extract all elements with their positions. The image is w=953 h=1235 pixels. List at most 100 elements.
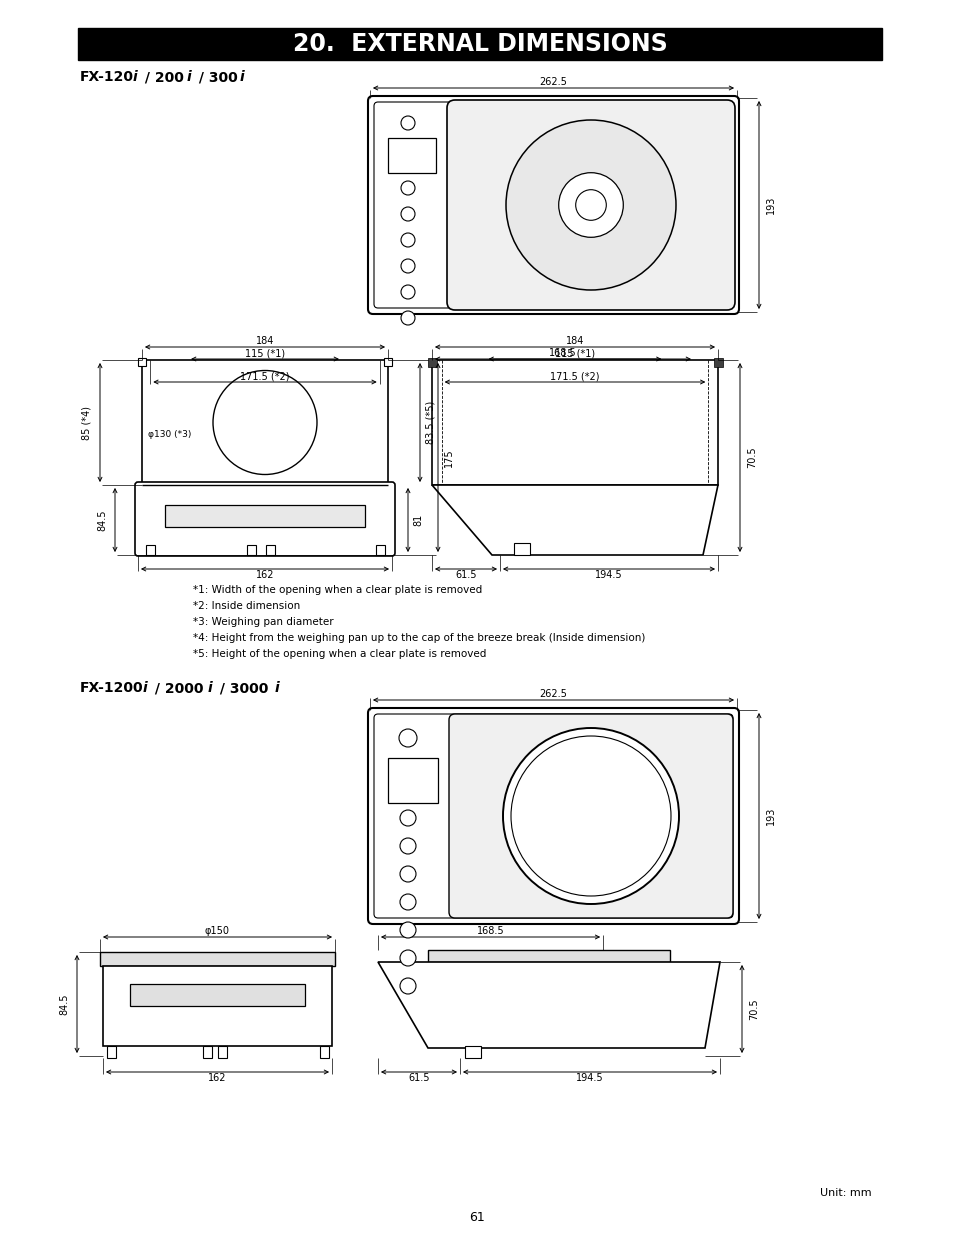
Text: 171.5 (*2): 171.5 (*2)	[550, 370, 599, 382]
Text: 162: 162	[255, 571, 274, 580]
Circle shape	[400, 233, 415, 247]
Bar	[103, 966, 332, 1046]
Circle shape	[511, 736, 670, 897]
FancyBboxPatch shape	[447, 100, 734, 310]
Text: *3: Weighing pan diameter: *3: Weighing pan diameter	[193, 618, 334, 627]
Circle shape	[400, 259, 415, 273]
Bar	[375, 545, 385, 555]
Text: φ150: φ150	[205, 926, 230, 936]
Circle shape	[399, 978, 416, 994]
Text: 70.5: 70.5	[746, 447, 757, 468]
Text: 193: 193	[765, 196, 775, 214]
Circle shape	[502, 727, 679, 904]
Circle shape	[575, 190, 606, 220]
FancyBboxPatch shape	[374, 714, 732, 918]
Text: 194.5: 194.5	[576, 1073, 603, 1083]
Bar	[107, 1046, 116, 1058]
Bar	[138, 358, 146, 366]
Bar	[319, 1046, 329, 1058]
Circle shape	[399, 866, 416, 882]
Text: i: i	[132, 70, 137, 84]
Circle shape	[399, 923, 416, 939]
Text: 84.5: 84.5	[97, 509, 107, 531]
Text: i: i	[143, 680, 148, 695]
FancyBboxPatch shape	[374, 103, 732, 308]
Text: i: i	[187, 70, 192, 84]
Text: 115 (*1): 115 (*1)	[555, 348, 595, 358]
Text: i: i	[274, 680, 279, 695]
Text: FX-120: FX-120	[80, 70, 133, 84]
Text: 84.5: 84.5	[59, 993, 69, 1015]
Circle shape	[400, 116, 415, 130]
Text: 70.5: 70.5	[748, 998, 759, 1020]
Text: 85 (*4): 85 (*4)	[82, 405, 91, 440]
Bar	[78, 28, 882, 61]
FancyBboxPatch shape	[449, 714, 732, 918]
Circle shape	[399, 950, 416, 966]
Bar	[388, 138, 436, 173]
Text: *1: Width of the opening when a clear plate is removed: *1: Width of the opening when a clear pl…	[193, 585, 482, 595]
Text: 175: 175	[443, 448, 454, 467]
Bar	[464, 1046, 480, 1058]
Text: 171.5 (*2): 171.5 (*2)	[240, 370, 290, 382]
Text: Unit: mm: Unit: mm	[820, 1188, 871, 1198]
FancyBboxPatch shape	[135, 482, 395, 556]
Circle shape	[558, 173, 622, 237]
Bar	[428, 950, 669, 962]
Circle shape	[213, 370, 316, 474]
Bar	[266, 545, 274, 555]
Text: 194.5: 194.5	[595, 571, 622, 580]
Circle shape	[400, 285, 415, 299]
Bar	[247, 545, 255, 555]
Text: FX-1200: FX-1200	[80, 680, 144, 695]
Bar	[514, 543, 530, 555]
Text: 115 (*1): 115 (*1)	[245, 348, 285, 358]
Bar	[384, 358, 392, 366]
FancyBboxPatch shape	[368, 96, 739, 314]
Text: / 300: / 300	[193, 70, 237, 84]
Bar	[432, 359, 718, 485]
Bar	[203, 1046, 212, 1058]
Text: 168.5: 168.5	[476, 926, 504, 936]
Text: / 2000: / 2000	[150, 680, 203, 695]
Text: / 3000: / 3000	[214, 680, 268, 695]
Bar	[130, 984, 305, 1007]
Text: 168.5: 168.5	[549, 348, 577, 358]
Circle shape	[399, 839, 416, 853]
Polygon shape	[432, 485, 718, 555]
Bar	[146, 545, 154, 555]
Text: 262.5: 262.5	[539, 77, 567, 86]
Text: 83.5 (*5): 83.5 (*5)	[426, 401, 436, 445]
Text: 61.5: 61.5	[408, 1073, 429, 1083]
Text: φ130 (*3): φ130 (*3)	[148, 430, 192, 438]
Text: 184: 184	[565, 336, 583, 346]
Bar	[165, 505, 365, 527]
Circle shape	[505, 120, 676, 290]
Text: i: i	[240, 70, 245, 84]
Text: 162: 162	[208, 1073, 227, 1083]
Circle shape	[400, 207, 415, 221]
Text: i: i	[208, 680, 213, 695]
Text: 61.5: 61.5	[455, 571, 476, 580]
Text: 81: 81	[413, 514, 422, 526]
Bar	[100, 952, 335, 966]
Text: *2: Inside dimension: *2: Inside dimension	[193, 601, 300, 611]
Bar	[388, 758, 437, 803]
Circle shape	[399, 810, 416, 826]
Bar	[713, 358, 722, 367]
Circle shape	[400, 182, 415, 195]
Circle shape	[399, 894, 416, 910]
Text: 193: 193	[765, 806, 775, 825]
Text: 262.5: 262.5	[539, 689, 567, 699]
Text: *4: Height from the weighing pan up to the cap of the breeze break (Inside dimen: *4: Height from the weighing pan up to t…	[193, 634, 644, 643]
Bar	[428, 358, 436, 367]
Text: 20.  EXTERNAL DIMENSIONS: 20. EXTERNAL DIMENSIONS	[293, 32, 667, 56]
Text: / 200: / 200	[140, 70, 184, 84]
Circle shape	[400, 311, 415, 325]
Text: *5: Height of the opening when a clear plate is removed: *5: Height of the opening when a clear p…	[193, 650, 486, 659]
Bar	[218, 1046, 227, 1058]
Text: 184: 184	[255, 336, 274, 346]
FancyBboxPatch shape	[368, 708, 739, 924]
Bar	[142, 359, 388, 485]
Polygon shape	[377, 962, 720, 1049]
